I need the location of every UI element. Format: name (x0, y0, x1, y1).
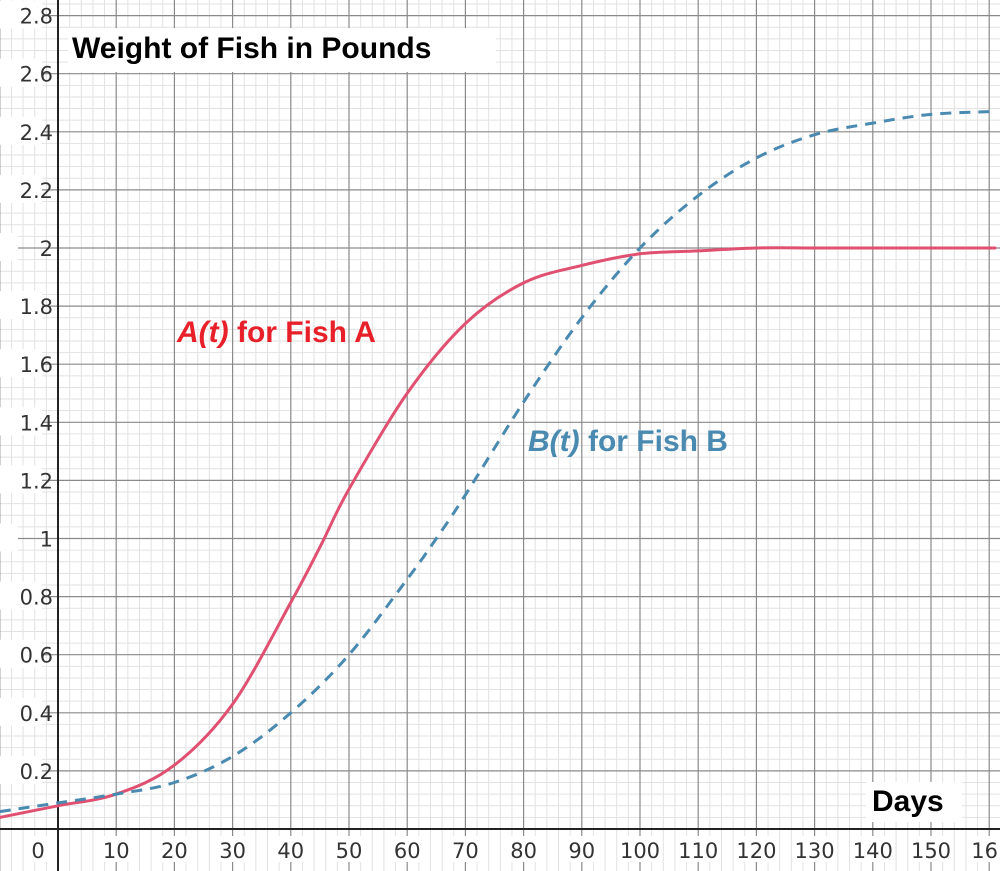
x-tick-label: 10 (103, 839, 130, 863)
x-tick-label: 100 (620, 839, 660, 863)
y-tick-label: 2.2 (20, 179, 53, 203)
y-tick-bg (0, 174, 42, 203)
y-tick-bg (0, 349, 42, 378)
y-tick-label: 2.8 (20, 5, 53, 29)
y-tick-bg (0, 697, 42, 726)
x-tick-label: 70 (452, 839, 479, 863)
x-tick-label: 50 (336, 839, 363, 863)
y-tick-label: 0.4 (20, 702, 53, 726)
y-tick-label: 0.2 (20, 760, 53, 784)
y-tick-label: 2.4 (20, 121, 53, 145)
x-tick-label: 150 (911, 839, 951, 863)
series-a-label: A(t) for Fish A (176, 316, 376, 349)
x-tick-label: 110 (678, 839, 718, 863)
series-b-line (0, 110, 996, 814)
x-tick-label: 30 (219, 839, 246, 863)
y-tick-bg (0, 581, 42, 610)
y-tick-bg (0, 233, 18, 261)
y-tick-label: 2 (40, 237, 53, 261)
x-tick-bg (850, 836, 896, 862)
x-tick-bg (158, 836, 191, 862)
x-tick-bg (617, 836, 663, 862)
series-b-math: B(t) (528, 425, 580, 458)
chart-title: Weight of Fish in Pounds (72, 32, 431, 65)
title-background (68, 28, 496, 72)
y-tick-bg (0, 639, 42, 668)
x-tick-label: 140 (853, 839, 893, 863)
x-tick-bg (675, 836, 721, 862)
x-tick-bg (565, 836, 598, 862)
y-tick-label: 1.2 (20, 469, 53, 493)
y-tick-label: 1.8 (20, 295, 53, 319)
y-tick-bg (0, 755, 42, 784)
series-b-label: B(t) for Fish B (528, 425, 728, 458)
xlabel-background (866, 782, 962, 822)
x-tick-bg (216, 836, 249, 862)
x-tick-label: 80 (510, 839, 537, 863)
y-tick-bg (0, 523, 18, 552)
y-tick-label: 0.8 (20, 586, 53, 610)
x-tick-label: 130 (795, 839, 835, 863)
x-tick-label: 90 (568, 839, 595, 863)
series-b-text: for Fish B (580, 425, 728, 458)
series-lines (0, 110, 997, 819)
series-a-text: for Fish A (229, 316, 376, 349)
y-tick-label: 1.4 (20, 411, 53, 435)
x-tick-bg (100, 836, 133, 862)
series-a-line (0, 246, 997, 819)
x-tick-label: 0 (31, 839, 44, 863)
x-tick-bg (449, 836, 482, 862)
series-a-math: A(t) (176, 316, 229, 349)
y-tick-label: 0.6 (20, 644, 53, 668)
x-tick-label: 20 (161, 839, 188, 863)
y-tick-bg (0, 116, 42, 145)
y-tick-label: 1.6 (20, 353, 53, 377)
x-tick-bg (733, 836, 779, 862)
x-tick-label: 60 (394, 839, 421, 863)
y-tick-bg (0, 0, 42, 29)
y-tick-bg (0, 291, 42, 320)
y-tick-bg (0, 465, 42, 494)
y-tick-label: 1 (40, 528, 53, 552)
x-tick-bg (391, 836, 424, 862)
x-tick-bg (969, 836, 1000, 862)
x-tick-bg (792, 836, 838, 862)
y-tick-bg (0, 407, 42, 436)
x-tick-bg (28, 836, 48, 862)
y-tick-bg (0, 58, 42, 87)
x-tick-label: 40 (277, 839, 304, 863)
x-axis-label: Days (872, 785, 944, 818)
x-tick-bg (908, 836, 954, 862)
y-tick-label: 2.6 (20, 63, 53, 87)
x-tick-bg (333, 836, 365, 862)
x-tick-bg (274, 836, 307, 862)
x-tick-label: 16 (971, 839, 998, 863)
x-tick-label: 120 (736, 839, 776, 863)
x-tick-bg (507, 836, 540, 862)
